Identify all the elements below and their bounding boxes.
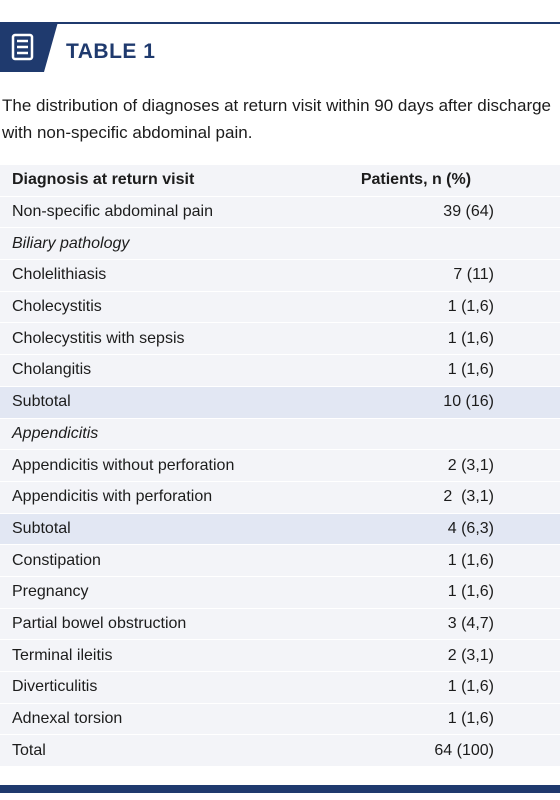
diagnosis-cell: Appendicitis (0, 418, 353, 451)
diagnosis-cell: Cholelithiasis (0, 259, 353, 292)
column-header: Diagnosis at return visit (0, 165, 353, 197)
diagnosis-cell: Adnexal torsion (0, 703, 353, 736)
diagnosis-cell: Diverticulitis (0, 671, 353, 704)
diagnosis-cell: Constipation (0, 544, 353, 577)
patients-cell: 1 (1,6) (352, 671, 560, 704)
table-row: Terminal ileitis 2 (3,1) (0, 639, 560, 672)
patients-cell (352, 227, 560, 261)
table-row: Cholelithiasis 7 (11) (0, 259, 560, 292)
table: Diagnosis at return visit Patients, n (%… (0, 165, 560, 768)
patients-cell: 1 (1,6) (352, 703, 560, 736)
table-row: Cholangitis 1 (1,6) (0, 354, 560, 387)
patients-cell: 1 (1,6) (352, 354, 560, 387)
table-row: Appendicitis (0, 418, 560, 451)
table-icon (0, 22, 58, 72)
bottom-rule (0, 785, 560, 793)
patients-cell: 3 (4,7) (352, 608, 560, 641)
patients-cell: 1 (1,6) (352, 291, 560, 324)
table-title: TABLE 1 (66, 40, 156, 63)
top-rule (0, 22, 560, 24)
diagnosis-cell: Pregnancy (0, 576, 353, 609)
patients-cell: 1 (1,6) (352, 576, 560, 609)
patients-cell: 2 (3,1) (352, 481, 560, 514)
patients-cell: 64 (100) (352, 734, 560, 768)
table-row: Subtotal 10 (16) (0, 386, 560, 419)
patients-cell (352, 418, 560, 451)
table-row: Adnexal torsion 1 (1,6) (0, 703, 560, 736)
diagnosis-cell: Subtotal (0, 386, 353, 419)
table-row: Diverticulitis 1 (1,6) (0, 671, 560, 704)
patients-cell: 2 (3,1) (352, 449, 560, 482)
patients-cell: 4 (6,3) (352, 513, 560, 546)
table-row: Biliary pathology (0, 227, 560, 261)
diagnosis-cell: Appendicitis without perforation (0, 449, 353, 482)
diagnosis-cell: Cholecystitis (0, 291, 353, 324)
patients-cell: 7 (11) (352, 259, 560, 292)
table-row: Partial bowel obstruction 3 (4,7) (0, 608, 560, 641)
patients-cell: 1 (1,6) (352, 544, 560, 577)
table-row: Cholecystitis with sepsis 1 (1,6) (0, 322, 560, 356)
diagnosis-cell: Non-specific abdominal pain (0, 196, 353, 229)
diagnosis-cell: Subtotal (0, 513, 353, 546)
column-header: Patients, n (%) (352, 165, 560, 197)
table-row: Subtotal 4 (6,3) (0, 513, 560, 546)
table-row: Non-specific abdominal pain 39 (64) (0, 196, 560, 229)
diagnosis-cell: Terminal ileitis (0, 639, 353, 672)
diagnosis-cell: Appendicitis with perforation (0, 481, 353, 514)
patients-cell: 2 (3,1) (352, 639, 560, 672)
patients-cell: 10 (16) (352, 386, 560, 419)
diagnosis-cell: Partial bowel obstruction (0, 608, 353, 641)
patients-cell: 39 (64) (352, 196, 560, 229)
table-row: Cholecystitis 1 (1,6) (0, 291, 560, 324)
diagnosis-cell: Cholecystitis with sepsis (0, 322, 353, 356)
header-row: Diagnosis at return visit Patients, n (%… (0, 165, 560, 197)
diagnosis-cell: Total (0, 734, 353, 768)
patients-cell: 1 (1,6) (352, 322, 560, 356)
diagnosis-cell: Cholangitis (0, 354, 353, 387)
table-row: Pregnancy 1 (1,6) (0, 576, 560, 609)
table-row: Appendicitis without perforation 2 (3,1) (0, 449, 560, 482)
caption: The distribution of diagnoses at return … (2, 96, 552, 142)
table-row: Total 64 (100) (0, 734, 560, 768)
table-row: Constipation 1 (1,6) (0, 544, 560, 577)
diagnosis-cell: Biliary pathology (0, 227, 353, 261)
table-row: Appendicitis with perforation 2 (3,1) (0, 481, 560, 514)
